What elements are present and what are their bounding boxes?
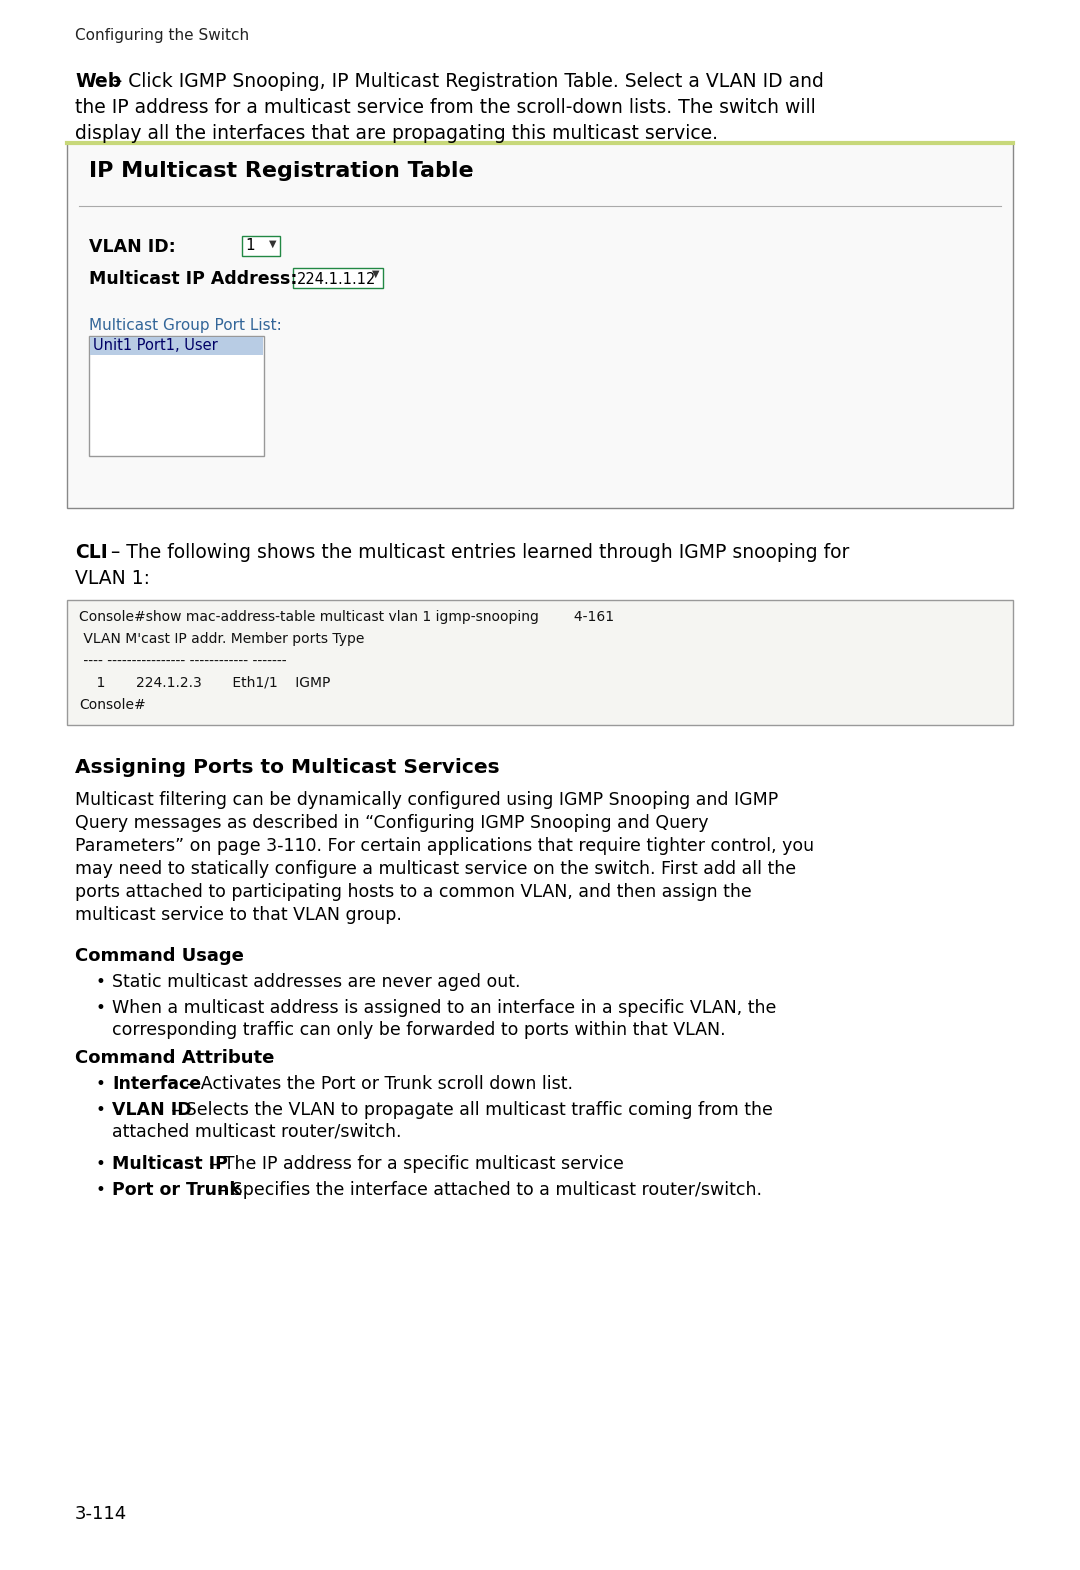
Text: 1: 1 — [245, 239, 255, 253]
Text: display all the interfaces that are propagating this multicast service.: display all the interfaces that are prop… — [75, 124, 718, 143]
Bar — [242, 236, 280, 256]
Text: IP Multicast Registration Table: IP Multicast Registration Table — [89, 162, 474, 181]
Bar — [293, 268, 383, 287]
Text: Query messages as described in “Configuring IGMP Snooping and Query: Query messages as described in “Configur… — [75, 813, 708, 832]
Text: VLAN ID: VLAN ID — [112, 1101, 191, 1119]
Text: •: • — [95, 973, 105, 991]
Text: VLAN M'cast IP addr. Member ports Type: VLAN M'cast IP addr. Member ports Type — [79, 633, 364, 645]
Text: VLAN ID:: VLAN ID: — [89, 239, 176, 256]
Text: Static multicast addresses are never aged out.: Static multicast addresses are never age… — [112, 973, 521, 991]
Text: CLI: CLI — [75, 543, 108, 562]
Bar — [67, 600, 1013, 725]
Text: – The following shows the multicast entries learned through IGMP snooping for: – The following shows the multicast entr… — [105, 543, 849, 562]
Text: ---- ---------------- ------------ -------: ---- ---------------- ------------ -----… — [79, 655, 286, 667]
Text: – Selects the VLAN to propagate all multicast traffic coming from the: – Selects the VLAN to propagate all mult… — [166, 1101, 773, 1119]
Text: Console#show mac-address-table multicast vlan 1 igmp-snooping        4-161: Console#show mac-address-table multicast… — [79, 611, 615, 623]
Text: Port or Trunk: Port or Trunk — [112, 1181, 241, 1199]
Text: Parameters” on page 3-110. For certain applications that require tighter control: Parameters” on page 3-110. For certain a… — [75, 837, 814, 856]
Text: 1       224.1.2.3       Eth1/1    IGMP: 1 224.1.2.3 Eth1/1 IGMP — [79, 677, 330, 689]
Text: multicast service to that VLAN group.: multicast service to that VLAN group. — [75, 906, 402, 925]
Text: Console#: Console# — [79, 699, 146, 713]
Text: •: • — [95, 1075, 105, 1093]
Bar — [90, 338, 264, 355]
Text: Unit1 Port1, User: Unit1 Port1, User — [93, 338, 218, 353]
Text: – The IP address for a specific multicast service: – The IP address for a specific multicas… — [204, 1156, 624, 1173]
Text: ▼: ▼ — [269, 239, 276, 250]
Text: – Specifies the interface attached to a multicast router/switch.: – Specifies the interface attached to a … — [212, 1181, 762, 1199]
Text: the IP address for a multicast service from the scroll-down lists. The switch wi: the IP address for a multicast service f… — [75, 97, 815, 118]
Text: Configuring the Switch: Configuring the Switch — [75, 28, 249, 42]
Text: VLAN 1:: VLAN 1: — [75, 568, 150, 589]
Text: ▼: ▼ — [372, 268, 379, 279]
Text: may need to statically configure a multicast service on the switch. First add al: may need to statically configure a multi… — [75, 860, 796, 878]
Text: Multicast IP Address:: Multicast IP Address: — [89, 270, 297, 287]
Bar — [67, 143, 1013, 509]
Text: Multicast filtering can be dynamically configured using IGMP Snooping and IGMP: Multicast filtering can be dynamically c… — [75, 791, 779, 809]
Text: attached multicast router/switch.: attached multicast router/switch. — [112, 1123, 402, 1141]
Text: – Activates the Port or Trunk scroll down list.: – Activates the Port or Trunk scroll dow… — [181, 1075, 573, 1093]
Text: Interface: Interface — [112, 1075, 201, 1093]
Text: ports attached to participating hosts to a common VLAN, and then assign the: ports attached to participating hosts to… — [75, 882, 752, 901]
Text: 224.1.1.12: 224.1.1.12 — [297, 272, 376, 287]
Text: •: • — [95, 1156, 105, 1173]
Text: Assigning Ports to Multicast Services: Assigning Ports to Multicast Services — [75, 758, 500, 777]
Bar — [89, 336, 264, 455]
Text: corresponding traffic can only be forwarded to ports within that VLAN.: corresponding traffic can only be forwar… — [112, 1020, 726, 1039]
Text: 3-114: 3-114 — [75, 1506, 127, 1523]
Text: Multicast Group Port List:: Multicast Group Port List: — [89, 319, 282, 333]
Text: Web: Web — [75, 72, 121, 91]
Text: Command Attribute: Command Attribute — [75, 1049, 274, 1068]
Text: Command Usage: Command Usage — [75, 947, 244, 966]
Text: – Click IGMP Snooping, IP Multicast Registration Table. Select a VLAN ID and: – Click IGMP Snooping, IP Multicast Regi… — [107, 72, 824, 91]
Text: •: • — [95, 1101, 105, 1119]
Text: •: • — [95, 999, 105, 1017]
Text: When a multicast address is assigned to an interface in a specific VLAN, the: When a multicast address is assigned to … — [112, 999, 777, 1017]
Text: •: • — [95, 1181, 105, 1199]
Text: Multicast IP: Multicast IP — [112, 1156, 228, 1173]
